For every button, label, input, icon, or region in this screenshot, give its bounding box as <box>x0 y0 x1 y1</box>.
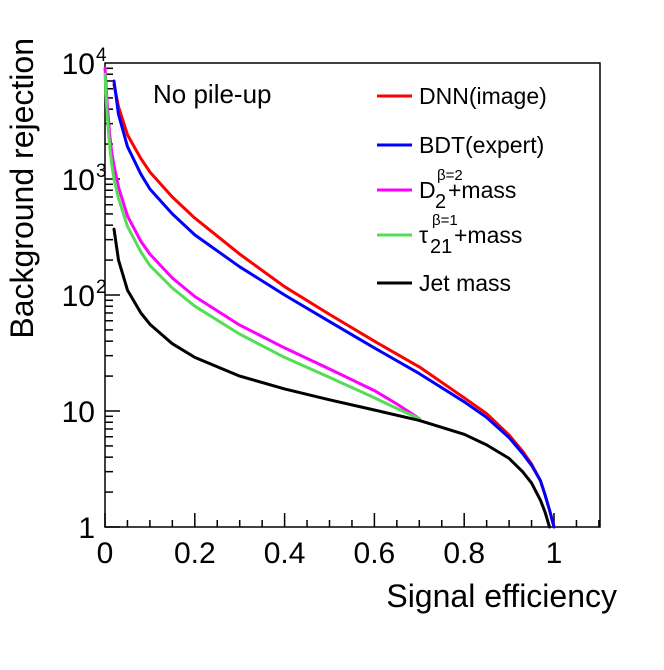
y-tick-exponent: 2 <box>96 277 107 298</box>
x-axis-title: Signal efficiency <box>386 578 617 614</box>
x-tick-label: 0.2 <box>174 537 216 570</box>
legend-label-tau21-beta-1-mass: τ <box>419 222 428 248</box>
legend-superscript: β=2 <box>437 167 463 184</box>
y-tick-exponent: 3 <box>96 161 107 182</box>
y-tick-label: 10 <box>62 396 95 429</box>
x-tick-label: 0.6 <box>354 537 396 570</box>
series-line-jet-mass <box>112 227 551 529</box>
legend-subscript: 21 <box>430 236 452 258</box>
series-lines <box>103 66 556 529</box>
y-tick-label: 10 <box>62 48 95 81</box>
x-tick-label: 1 <box>546 537 563 570</box>
series-line-bdt-expert- <box>112 79 556 529</box>
x-axis-tick-labels: 0 0.2 0.4 0.6 0.8 1 <box>97 537 563 570</box>
series-line-tau21-beta-1-mass <box>103 72 421 421</box>
legend-label-bdt-expert-: BDT(expert) <box>419 132 544 158</box>
legend-label-d2-beta-2-mass: D <box>419 177 436 203</box>
legend-superscript: β=1 <box>432 212 458 229</box>
x-tick-label: 0.8 <box>443 537 485 570</box>
annotation-no-pile-up: No pile-up <box>153 79 272 109</box>
legend-subscript: 2 <box>435 191 446 213</box>
y-tick-exponent: 4 <box>96 45 107 66</box>
y-axis-ticks <box>105 67 120 528</box>
legend-label-jet-mass: Jet mass <box>419 270 511 296</box>
x-tick-label: 0.4 <box>264 537 306 570</box>
legend-suffix: +mass <box>454 222 522 248</box>
y-tick-label: 1 <box>78 512 95 545</box>
y-tick-label: 10 <box>62 280 95 313</box>
x-tick-label: 0 <box>97 537 114 570</box>
y-axis-title: Background rejection <box>4 38 40 339</box>
legend-suffix: +mass <box>448 177 516 203</box>
y-tick-label: 10 <box>62 164 95 197</box>
legend-label-dnn-image-: DNN(image) <box>419 83 547 109</box>
